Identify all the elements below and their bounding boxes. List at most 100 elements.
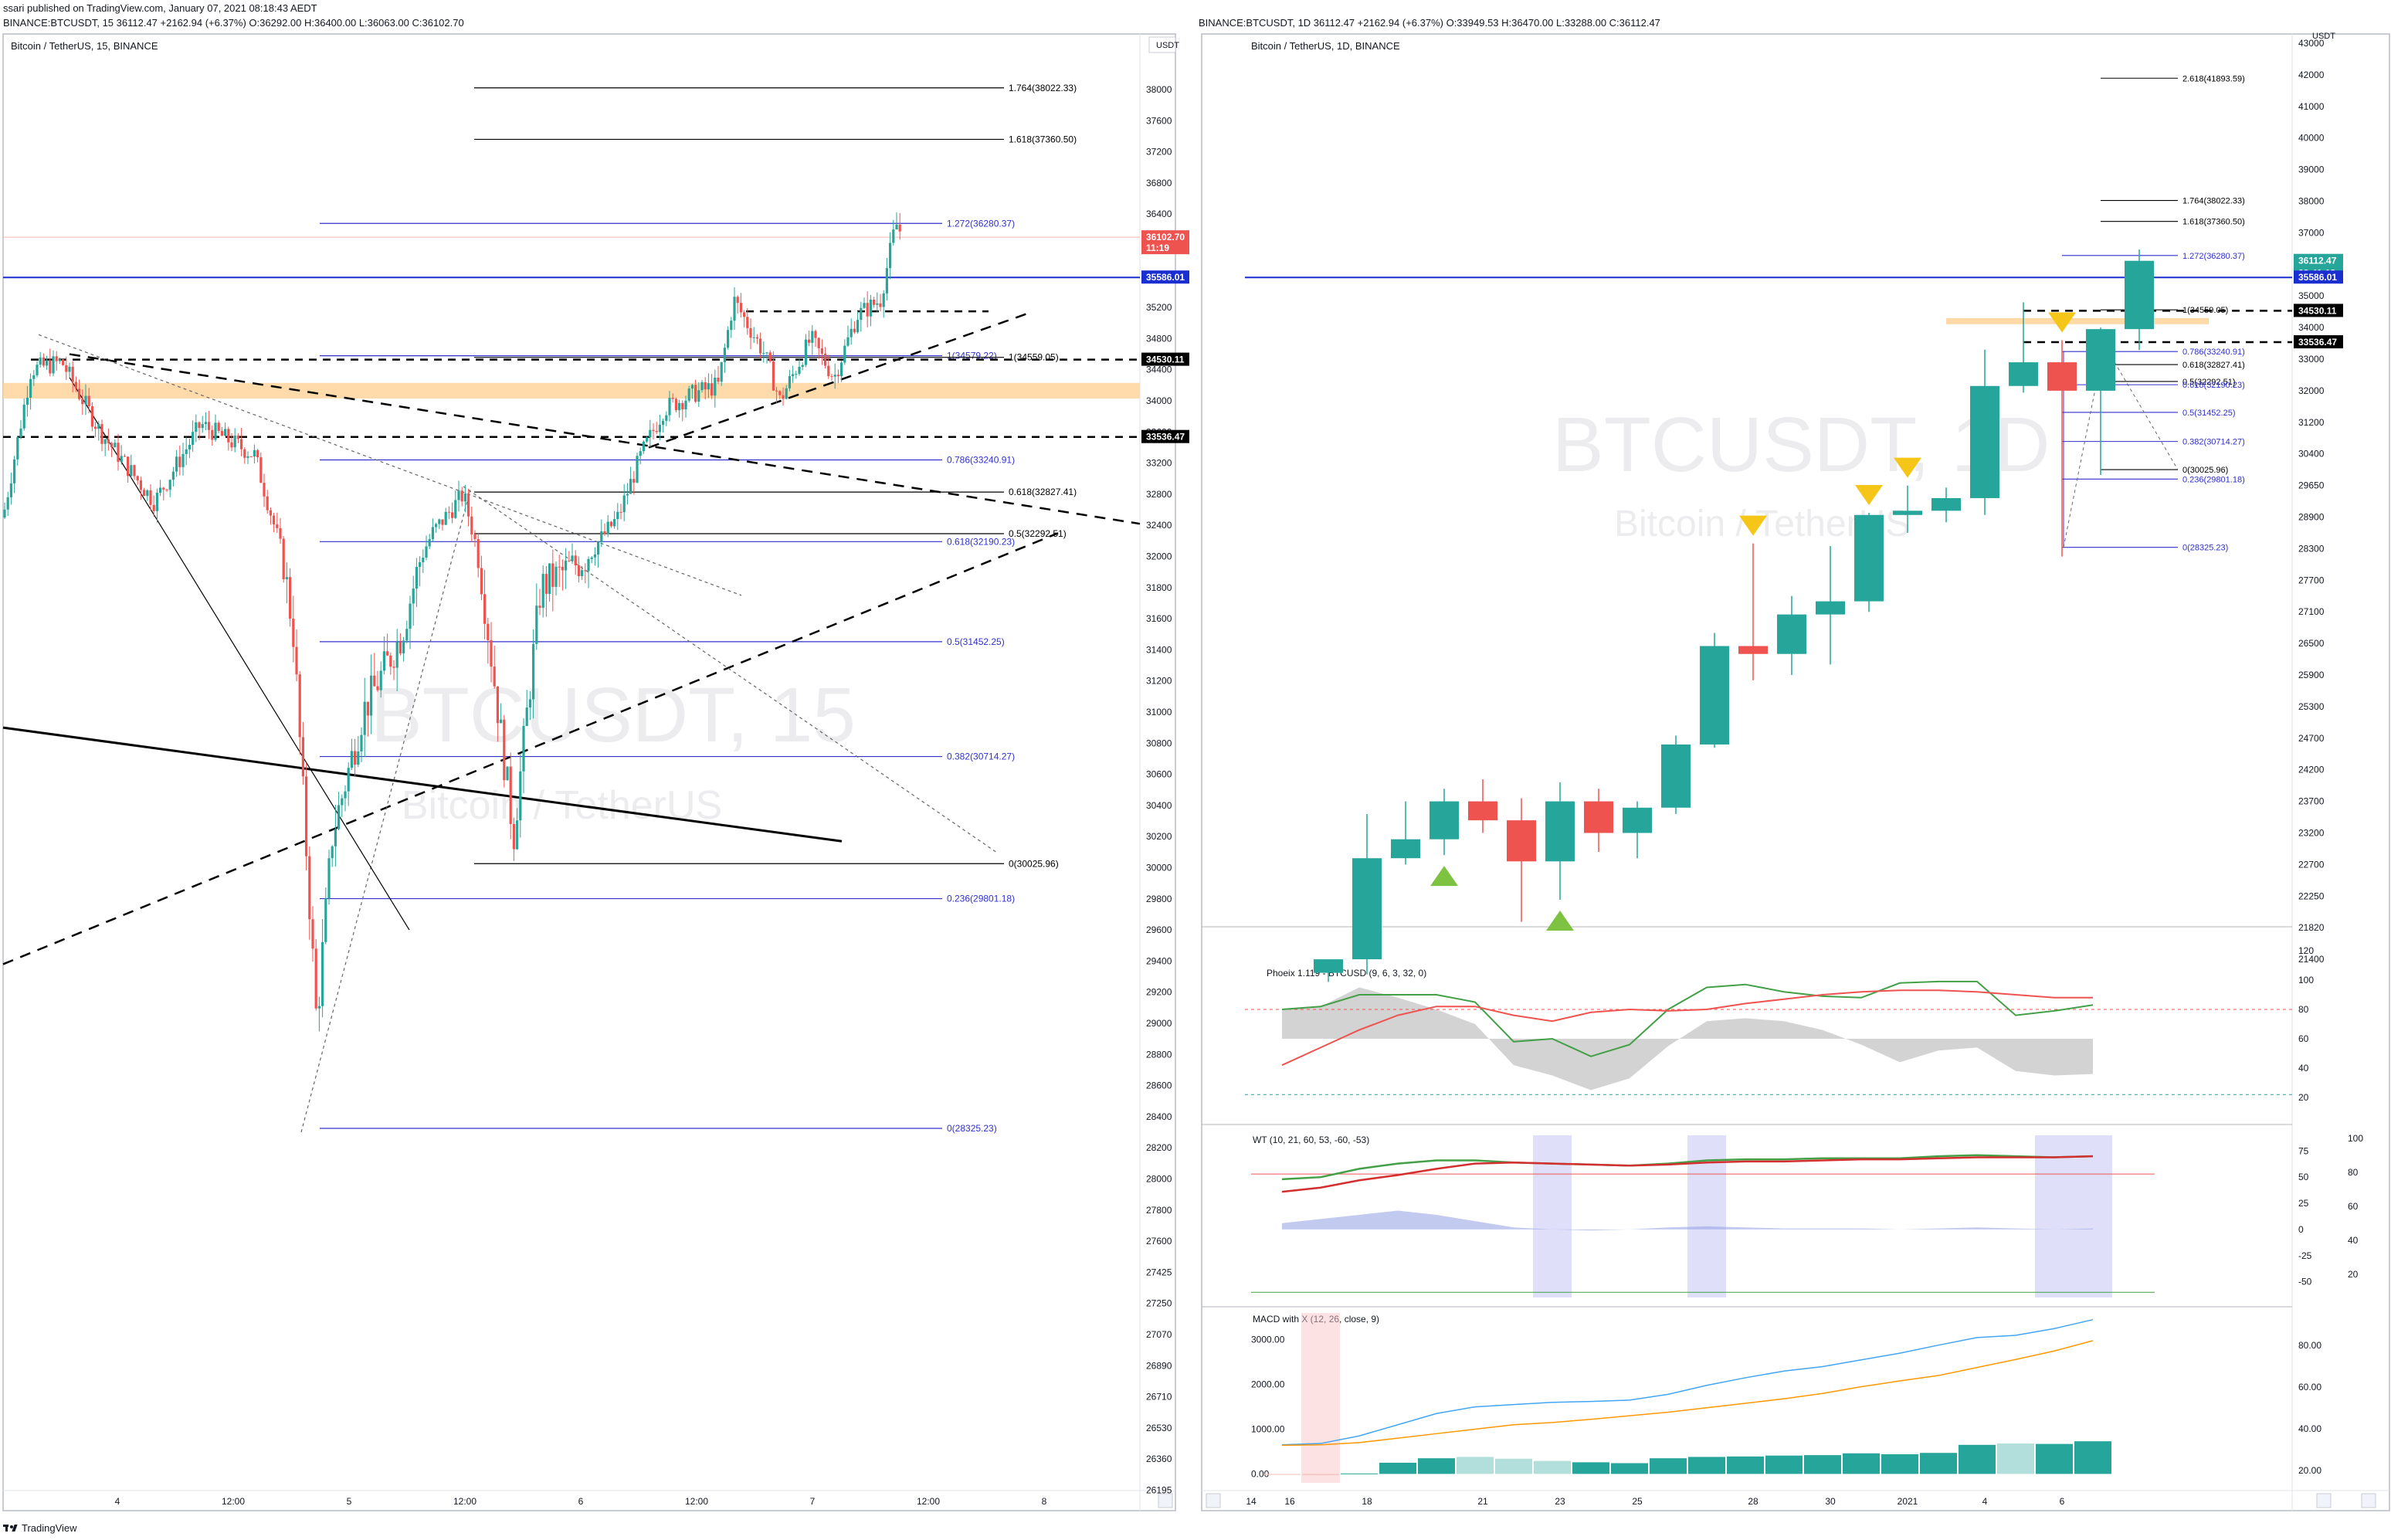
left-price-tick: 30600 [1146,769,1172,780]
left-candle-body [788,376,791,388]
left-candle-body [405,629,409,641]
left-candle-body [317,1006,320,1009]
macd-tick-right: 80.00 [2298,1340,2321,1351]
left-time-tick: 12:00 [685,1496,708,1507]
macd-histogram-bar [1959,1444,1996,1474]
right-price-tag-text: 35586.01 [2298,272,2337,283]
left-candle-body [84,395,87,405]
right-time-tick: 21 [1477,1496,1488,1507]
left-candle-body [538,605,541,609]
left-price-tag-box [1141,352,1189,366]
left-candle-body [541,574,544,609]
left-price-tag-text: 35586.01 [1146,272,1185,283]
right-price-tick: 23200 [2298,828,2325,839]
left-candle-body [298,674,301,738]
right-chart-title: Bitcoin / TetherUS, 1D, BINANCE [1251,40,1400,52]
left-price-tick: 27600 [1146,1236,1172,1247]
left-candle-body [188,444,191,449]
left-price-tick: 26890 [1146,1360,1172,1371]
left-candle-body [892,229,895,243]
left-candle-body [516,820,519,850]
wt-highlight [1533,1135,1572,1297]
left-candle-body [149,490,152,505]
left-candle-body [117,443,120,463]
left-price-tick: 38000 [1146,84,1172,95]
left-candle-body [87,395,90,406]
left-time-tick: 8 [1042,1496,1047,1507]
left-candle-body [360,734,363,751]
right-time-tick: 23 [1555,1496,1565,1507]
left-candle-body [171,471,175,480]
left-candle-body [535,605,538,644]
left-candle-body [720,361,723,382]
left-candle-body [357,751,360,765]
left-candle-body [827,365,830,377]
left-candle-body [81,399,84,405]
left-dashed-uptrend-2 [648,312,1028,449]
macd-histogram-bar [1650,1458,1687,1474]
right-price-tick: 27100 [2298,606,2325,617]
left-price-tick: 26360 [1146,1454,1172,1464]
left-candle-body [487,623,490,640]
left-price-tick: 28000 [1146,1174,1172,1185]
left-candle-body [146,490,149,497]
macd-histogram-bar [1379,1462,1416,1474]
right-auto-scale-button[interactable] [2316,1493,2332,1508]
right-currency-label: USDT [2312,32,2335,41]
right-time-tick: 30 [1825,1496,1836,1507]
left-candle-body [746,317,749,328]
left-candle-body [687,388,690,401]
left-candle-body [467,493,470,517]
left-candle-body [804,339,807,365]
left-candle-body [208,422,211,430]
left-candle-body [873,300,876,305]
phoeix-pane[interactable]: 120 100 80 60 40 20 [1245,945,2314,1103]
left-candle-body [544,574,548,594]
left-price-tick: 26530 [1146,1423,1172,1433]
left-candle-body [409,603,412,629]
right-price-plot[interactable]: 4300042000410004000039000380003700036000… [1245,38,2343,1507]
left-price-tag-text: 36102.70 [1146,232,1185,243]
right-settings-button[interactable] [2361,1493,2376,1508]
right-fib-label: 2.618(41893.59) [2182,74,2245,83]
left-candle-body [674,399,677,411]
left-candle-body [71,366,74,382]
right-price-tick: 25900 [2298,670,2325,680]
left-candle-body [100,424,103,444]
left-candle-body [419,561,422,568]
right-candle-body [1314,959,1343,973]
macd-line [1281,1318,2094,1446]
left-candle-body [765,352,768,354]
left-candle-body [548,563,551,594]
macd-histogram-bar [1495,1458,1532,1474]
left-price-plot[interactable]: 3800037600372003680036400360003560035200… [2,83,1189,1507]
right-fib-label: 1.764(38022.33) [2182,197,2245,206]
left-candle-body [55,356,58,361]
left-candle-body [366,701,369,716]
right-candle-body [2125,260,2154,330]
right-price-tick: 37000 [2298,227,2325,238]
right-zoom-button[interactable] [1206,1493,1221,1508]
left-candle-body [273,515,276,524]
macd-histogram-bar [1920,1453,1957,1474]
left-panel-frame [2,33,1176,1511]
left-candle-body [749,327,752,338]
right-price-tick: 33000 [2298,354,2325,365]
right-price-tick: 43000 [2298,38,2325,49]
left-price-tick: 37600 [1146,115,1172,126]
left-price-tick: 28400 [1146,1111,1172,1122]
left-thin-trendline [69,377,410,931]
left-price-tick: 37200 [1146,147,1172,158]
macd-tick: 2000.00 [1251,1379,1285,1390]
phoeix-green-line [1281,980,2094,1057]
left-candle-body [587,558,590,572]
currency-badge[interactable] [1148,36,1176,53]
left-candle-body [327,858,331,899]
left-price-tag-text: 33536.47 [1146,432,1185,443]
macd-pane[interactable]: 3000.00 2000.00 1000.00 0.00 80.00 60.00 40.00… [1251,1313,2321,1483]
left-auto-scale-button[interactable] [1158,1493,1173,1508]
left-fib-label: 1.618(37360.50) [1009,134,1077,144]
left-price-tag-box [1141,270,1189,284]
wt-pane[interactable]: 75 50 25 0 -25 -50 100 80 60 40 20 [1251,1133,2363,1297]
left-price-tick: 29600 [1146,924,1172,935]
